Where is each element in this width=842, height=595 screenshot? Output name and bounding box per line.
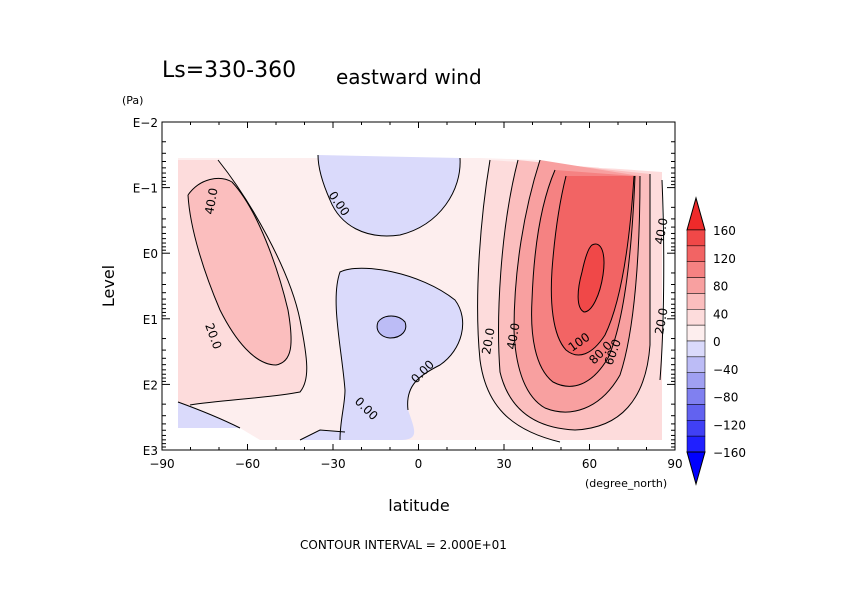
contour-line-0-upper [317, 154, 461, 237]
colorbar-label: 120 [713, 252, 736, 266]
contour-line-20-far-north [659, 179, 665, 381]
contour-label: 40.0 [652, 217, 670, 246]
region-40-southern [188, 178, 292, 365]
x-tick-label: 30 [496, 457, 511, 471]
contour-line-60-north [513, 159, 641, 413]
contour-lines [177, 154, 665, 443]
y-tick-label: E2 [143, 378, 158, 392]
colorbar-label: −40 [713, 363, 738, 377]
colorbar-swatch [686, 277, 706, 294]
x-unit-label: (degree_north) [585, 477, 667, 490]
contour-line-0-bottom [299, 429, 346, 441]
region-missing-bottom [162, 428, 675, 450]
colorbar-swatch [686, 245, 706, 262]
colorbar-extend-max [686, 196, 706, 231]
colorbar: 160 120 80 40 0 −40 −80 −120 −160 [686, 196, 746, 486]
contour-line-0-lower-left [177, 401, 241, 429]
region-missing-top [162, 122, 675, 176]
colorbar-label: 0 [713, 335, 721, 349]
region-easterly-middle [336, 268, 463, 440]
x-tick-label: 0 [415, 457, 423, 471]
colorbar-label: 160 [713, 224, 736, 238]
colorbar-label: −80 [713, 391, 738, 405]
y-tick-label: E1 [143, 313, 158, 327]
contour-line-120-north [577, 243, 605, 313]
filled-contours [162, 122, 675, 450]
contour-line-0-core [376, 315, 407, 339]
x-axis-label: latitude [388, 496, 449, 515]
contour-line-0-middle [335, 267, 464, 441]
colorbar-swatch [686, 388, 706, 405]
contour-interval-note: CONTOUR INTERVAL = 2.000E+01 [300, 538, 507, 552]
region-easterly-bottom [300, 430, 350, 440]
x-tick-label: −30 [320, 457, 345, 471]
y-tick-label: E−2 [133, 116, 158, 130]
x-tick-label: 90 [667, 457, 682, 471]
contour-line-100-north [550, 175, 635, 356]
colorbar-label: 80 [713, 280, 728, 294]
region-easterly-lower-left [178, 402, 240, 428]
contour-line-20-north [477, 159, 561, 443]
contour-line-20-south [189, 159, 308, 406]
colorbar-swatch [686, 340, 706, 358]
colorbar-swatch [686, 309, 706, 326]
colorbar-label: 40 [713, 307, 728, 321]
colorbar-swatch [686, 229, 706, 247]
contour-label: 40.0 [202, 187, 220, 216]
y-axis-label: Level [99, 265, 118, 307]
colorbar-extend-min [686, 451, 706, 486]
colorbar-label: −120 [713, 418, 746, 432]
contour-line-80-north [531, 169, 636, 387]
chart-subtitle: eastward wind [336, 65, 482, 89]
colorbar-swatch [686, 435, 706, 453]
colorbar-swatch [686, 420, 706, 437]
y-tick-label: E0 [143, 247, 158, 261]
contour-line-40-south [187, 178, 292, 366]
x-tick-label: 60 [582, 457, 597, 471]
colorbar-swatch [686, 293, 706, 310]
x-tick-label: −90 [149, 457, 174, 471]
region-easterly-core [377, 316, 406, 338]
x-tick-label: −60 [235, 457, 260, 471]
colorbar-swatch [686, 372, 706, 389]
region-missing-left [162, 122, 178, 450]
contour-label: 20.0 [652, 307, 670, 336]
chart-title: Ls=330-360 [162, 58, 296, 83]
y-tick-label: E3 [143, 444, 158, 458]
colorbar-label: −160 [713, 446, 746, 460]
colorbar-swatch [686, 356, 706, 373]
contour-label: 40.0 [504, 322, 522, 351]
contour-line-40-north [498, 159, 651, 431]
y-axis: E−2 E−1 E0 E1 E2 E3 [133, 116, 675, 458]
y-unit-label: (Pa) [122, 94, 143, 107]
region-easterly-upper [318, 155, 461, 236]
colorbar-swatch [686, 404, 706, 421]
contour-label-group: 40.0 20.0 0.00 0.00 0.00 20.0 40.0 100 8… [202, 187, 670, 423]
contour-label: 20.0 [479, 327, 497, 356]
colorbar-swatch [686, 324, 706, 342]
colorbar-swatch [686, 261, 706, 278]
y-tick-label: E−1 [133, 182, 158, 196]
x-axis: −90 −60 −30 0 30 60 90 [149, 122, 683, 471]
